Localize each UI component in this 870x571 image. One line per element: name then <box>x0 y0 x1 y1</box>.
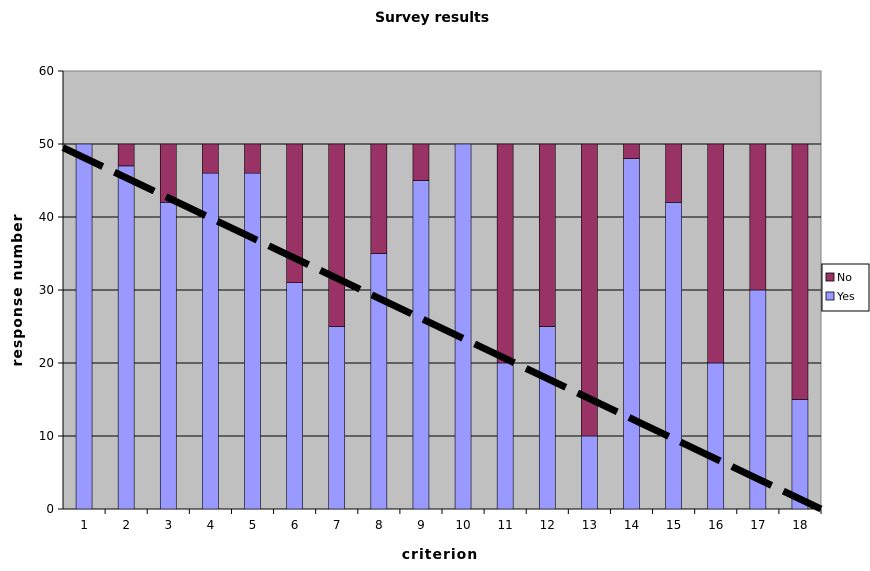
x-tick-label: 3 <box>164 518 172 532</box>
bar-yes <box>159 202 177 510</box>
y-tick-label: 60 <box>39 64 54 78</box>
bar-no <box>623 143 640 159</box>
bar-no <box>328 143 346 327</box>
chart-title: Survey results <box>375 10 489 26</box>
y-tick-label: 10 <box>39 429 54 443</box>
y-tick-label: 30 <box>39 283 54 297</box>
bar-no <box>286 143 303 283</box>
x-tick-label: 11 <box>498 518 513 532</box>
y-axis-label: response number <box>10 214 26 367</box>
x-tick-label: 15 <box>666 518 681 532</box>
x-tick-label: 10 <box>455 518 470 532</box>
x-tick-label: 12 <box>540 518 555 532</box>
bar-yes <box>496 362 514 510</box>
bar-no <box>581 143 598 437</box>
bar-yes <box>412 180 430 510</box>
bar-yes <box>117 165 135 510</box>
bar-yes <box>244 172 261 510</box>
trendline <box>61 144 823 513</box>
bar-no <box>370 143 388 254</box>
bar-yes <box>286 282 303 510</box>
y-tick-label: 20 <box>39 356 54 370</box>
legend: No Yes <box>821 263 870 312</box>
x-tick-label: 14 <box>624 518 639 532</box>
x-tick-label: 13 <box>582 518 597 532</box>
bar-no <box>412 143 430 181</box>
bar-yes <box>623 158 640 510</box>
bar-no <box>159 143 177 203</box>
bar-no <box>496 143 514 364</box>
y-tick-label: 50 <box>39 137 54 151</box>
bar-no <box>749 143 767 291</box>
x-tick-label: 7 <box>333 518 341 532</box>
x-tick-label: 4 <box>207 518 215 532</box>
bar-yes <box>538 326 556 510</box>
bar-yes <box>665 202 682 510</box>
bar-no <box>665 143 682 203</box>
bar-no <box>707 143 725 364</box>
x-tick-label: 1 <box>80 518 88 532</box>
bar-no <box>538 143 556 327</box>
legend-label-no: No <box>837 271 852 284</box>
y-tick-label: 0 <box>46 502 54 516</box>
x-tick-label: 8 <box>375 518 383 532</box>
legend-swatch-yes <box>825 291 835 301</box>
bar-yes <box>202 172 219 510</box>
bar-yes <box>454 143 472 510</box>
x-tick-label: 17 <box>750 518 765 532</box>
y-tick-label: 40 <box>39 210 54 224</box>
x-axis-label: criterion <box>402 547 478 563</box>
legend-label-yes: Yes <box>836 290 855 303</box>
legend-swatch-no <box>825 272 835 282</box>
bar-yes <box>328 326 346 510</box>
bar-no <box>202 143 219 174</box>
bar-yes <box>707 362 725 510</box>
x-tick-label: 18 <box>792 518 807 532</box>
bar-yes <box>75 143 93 510</box>
x-tick-label: 5 <box>249 518 257 532</box>
bar-yes <box>581 435 598 510</box>
bar-no <box>791 143 809 400</box>
bar-no <box>117 143 135 167</box>
x-tick-label: 2 <box>122 518 130 532</box>
x-tick-label: 6 <box>291 518 299 532</box>
legend-box <box>821 263 870 312</box>
x-tick-label: 16 <box>708 518 723 532</box>
bar-no <box>244 143 261 174</box>
x-tick-label: 9 <box>417 518 425 532</box>
